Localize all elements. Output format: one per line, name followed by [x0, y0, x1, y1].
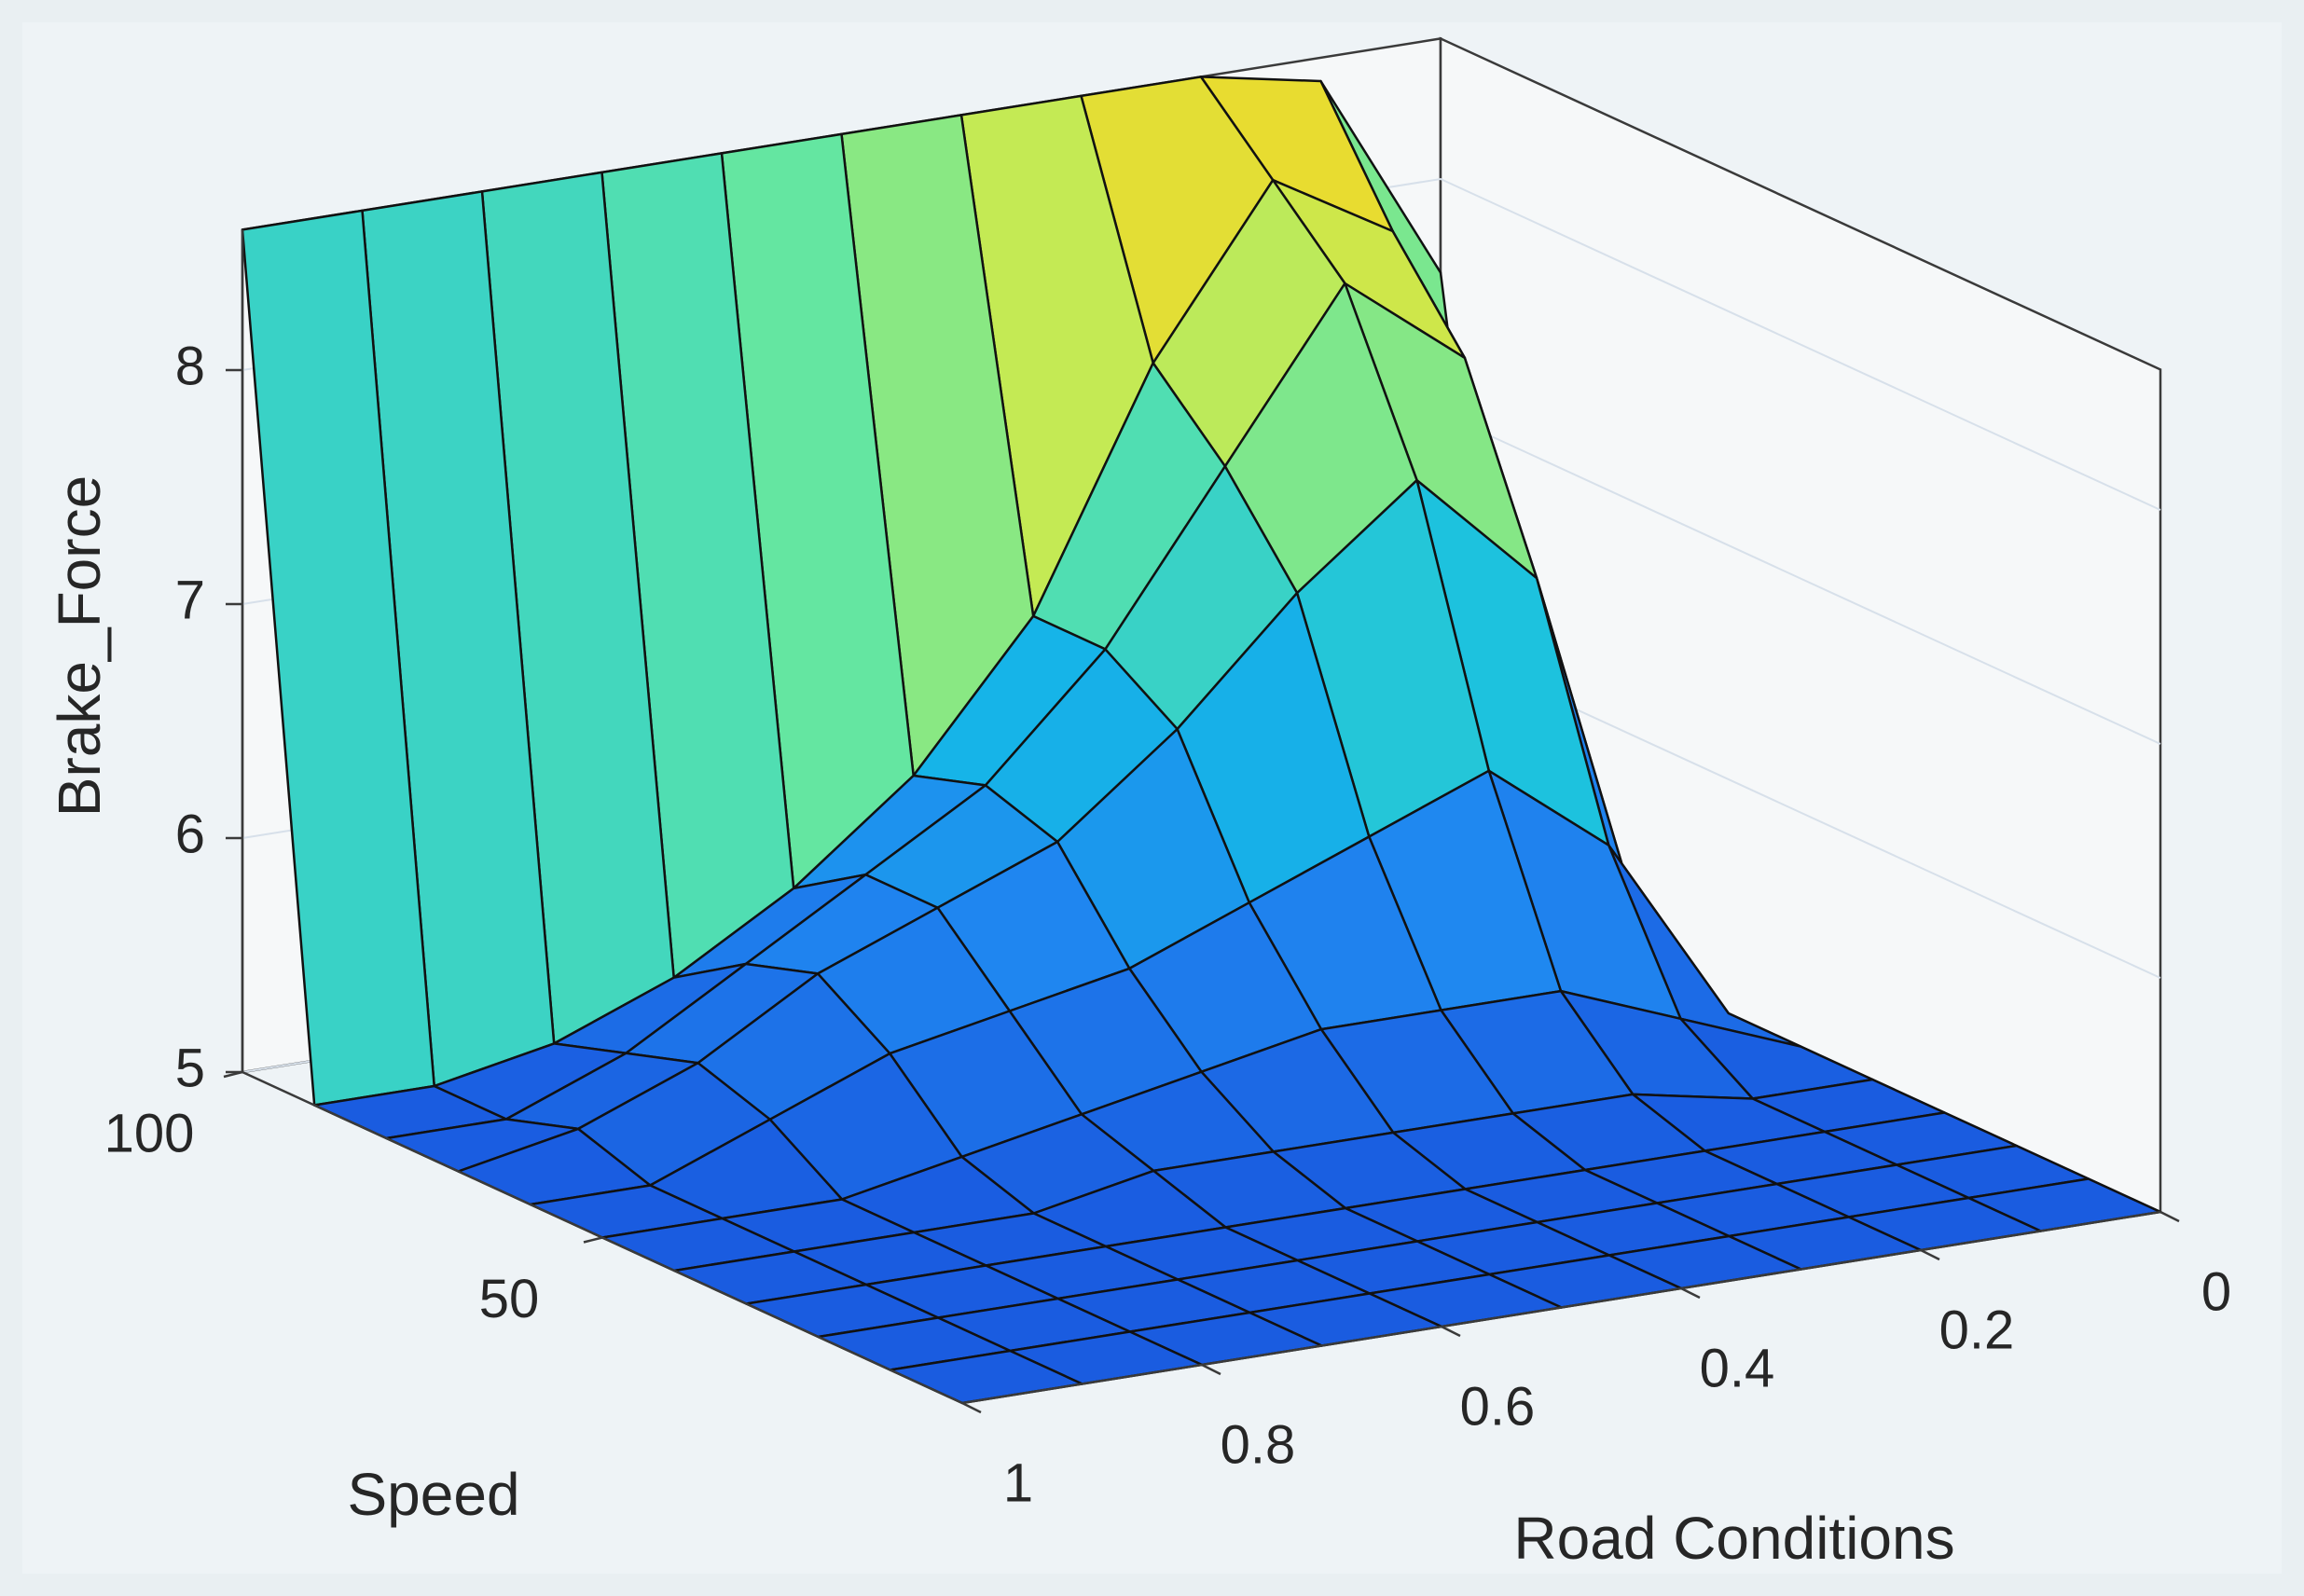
z-tick-label: 6: [175, 804, 205, 864]
surface: [241, 76, 2162, 1405]
x-tick-label: 1: [1003, 1452, 1033, 1513]
x-axis-label: Road Conditions: [1513, 1505, 1954, 1572]
y-axis-label: Speed: [347, 1461, 519, 1528]
z-tick-label: 8: [175, 336, 205, 396]
y-tick: [583, 1236, 603, 1244]
x-tick: [1680, 1286, 1701, 1300]
z-tick-label: 5: [175, 1038, 205, 1098]
x-tick: [961, 1401, 982, 1414]
x-tick-label: 0: [2201, 1261, 2231, 1322]
y-tick-label: 50: [479, 1269, 540, 1329]
x-tick-label: 0.6: [1460, 1376, 1536, 1437]
x-tick: [1201, 1363, 1221, 1376]
x-tick: [1441, 1325, 1461, 1338]
z-axis-label: Brake_Force: [46, 475, 113, 817]
x-tick: [2159, 1210, 2180, 1223]
x-tick-label: 0.2: [1939, 1300, 2015, 1360]
x-tick-label: 0.8: [1221, 1414, 1296, 1475]
y-tick-label: 100: [104, 1103, 195, 1163]
x-tick: [1920, 1248, 1940, 1261]
x-tick-label: 0.4: [1700, 1338, 1775, 1398]
z-tick-label: 7: [175, 570, 205, 630]
x-axis-line: [961, 1210, 2161, 1405]
